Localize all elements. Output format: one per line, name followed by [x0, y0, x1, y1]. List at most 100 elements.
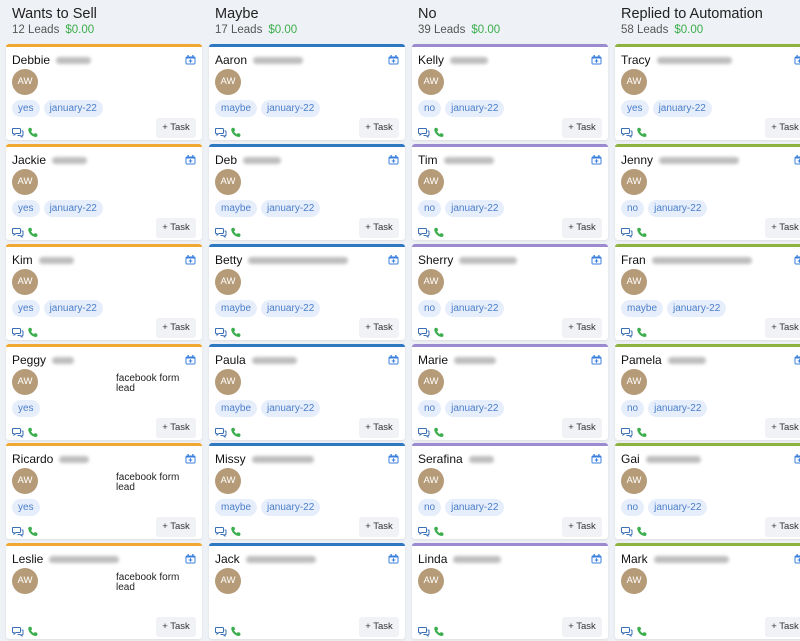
- avatar[interactable]: AW: [418, 169, 444, 195]
- chat-bubbles-icon[interactable]: [418, 227, 430, 238]
- tag-chip[interactable]: no: [418, 300, 441, 317]
- tag-chip[interactable]: yes: [12, 200, 40, 217]
- chat-bubbles-icon[interactable]: [215, 227, 227, 238]
- avatar[interactable]: AW: [418, 269, 444, 295]
- avatar[interactable]: AW: [12, 568, 38, 594]
- avatar[interactable]: AW: [12, 369, 38, 395]
- calendar-plus-icon[interactable]: [185, 155, 196, 165]
- phone-icon[interactable]: [636, 626, 648, 637]
- chat-bubbles-icon[interactable]: [621, 127, 633, 138]
- avatar[interactable]: AW: [215, 269, 241, 295]
- tag-chip[interactable]: yes: [12, 100, 40, 117]
- calendar-plus-icon[interactable]: [388, 155, 399, 165]
- tag-chip[interactable]: january-22: [261, 200, 320, 217]
- add-task-button[interactable]: + Task: [562, 418, 602, 438]
- avatar[interactable]: AW: [215, 169, 241, 195]
- avatar[interactable]: AW: [215, 369, 241, 395]
- calendar-plus-icon[interactable]: [388, 255, 399, 265]
- avatar[interactable]: AW: [621, 69, 647, 95]
- avatar[interactable]: AW: [215, 568, 241, 594]
- phone-icon[interactable]: [230, 327, 242, 338]
- calendar-plus-icon[interactable]: [591, 255, 602, 265]
- tag-chip[interactable]: yes: [621, 100, 649, 117]
- add-task-button[interactable]: + Task: [765, 617, 800, 637]
- tag-chip[interactable]: january-22: [261, 300, 320, 317]
- phone-icon[interactable]: [27, 427, 39, 438]
- tag-chip[interactable]: no: [621, 200, 644, 217]
- calendar-plus-icon[interactable]: [185, 355, 196, 365]
- tag-chip[interactable]: january-22: [445, 400, 504, 417]
- phone-icon[interactable]: [433, 626, 445, 637]
- avatar[interactable]: AW: [12, 69, 38, 95]
- phone-icon[interactable]: [433, 327, 445, 338]
- add-task-button[interactable]: + Task: [156, 418, 196, 438]
- tag-chip[interactable]: no: [621, 499, 644, 516]
- phone-icon[interactable]: [27, 626, 39, 637]
- phone-icon[interactable]: [230, 227, 242, 238]
- add-task-button[interactable]: + Task: [359, 118, 399, 138]
- chat-bubbles-icon[interactable]: [12, 327, 24, 338]
- chat-bubbles-icon[interactable]: [418, 526, 430, 537]
- calendar-plus-icon[interactable]: [794, 255, 800, 265]
- avatar[interactable]: AW: [621, 269, 647, 295]
- phone-icon[interactable]: [433, 227, 445, 238]
- add-task-button[interactable]: + Task: [562, 318, 602, 338]
- phone-icon[interactable]: [636, 327, 648, 338]
- calendar-plus-icon[interactable]: [185, 454, 196, 464]
- chat-bubbles-icon[interactable]: [12, 626, 24, 637]
- phone-icon[interactable]: [433, 526, 445, 537]
- tag-chip[interactable]: january-22: [44, 100, 103, 117]
- add-task-button[interactable]: + Task: [562, 517, 602, 537]
- chat-bubbles-icon[interactable]: [215, 526, 227, 537]
- calendar-plus-icon[interactable]: [591, 355, 602, 365]
- tag-chip[interactable]: january-22: [648, 400, 707, 417]
- add-task-button[interactable]: + Task: [359, 517, 399, 537]
- chat-bubbles-icon[interactable]: [215, 427, 227, 438]
- tag-chip[interactable]: january-22: [261, 100, 320, 117]
- phone-icon[interactable]: [433, 127, 445, 138]
- chat-bubbles-icon[interactable]: [215, 127, 227, 138]
- tag-chip[interactable]: maybe: [215, 100, 257, 117]
- tag-chip[interactable]: maybe: [621, 300, 663, 317]
- chat-bubbles-icon[interactable]: [12, 427, 24, 438]
- tag-chip[interactable]: no: [418, 499, 441, 516]
- calendar-plus-icon[interactable]: [591, 454, 602, 464]
- calendar-plus-icon[interactable]: [388, 55, 399, 65]
- tag-chip[interactable]: january-22: [653, 100, 712, 117]
- avatar[interactable]: AW: [621, 568, 647, 594]
- tag-chip[interactable]: maybe: [215, 200, 257, 217]
- tag-chip[interactable]: yes: [12, 499, 40, 516]
- chat-bubbles-icon[interactable]: [12, 227, 24, 238]
- chat-bubbles-icon[interactable]: [215, 626, 227, 637]
- phone-icon[interactable]: [27, 526, 39, 537]
- calendar-plus-icon[interactable]: [591, 554, 602, 564]
- add-task-button[interactable]: + Task: [359, 418, 399, 438]
- chat-bubbles-icon[interactable]: [12, 526, 24, 537]
- chat-bubbles-icon[interactable]: [215, 327, 227, 338]
- avatar[interactable]: AW: [621, 369, 647, 395]
- phone-icon[interactable]: [230, 626, 242, 637]
- tag-chip[interactable]: january-22: [445, 300, 504, 317]
- avatar[interactable]: AW: [12, 468, 38, 494]
- tag-chip[interactable]: january-22: [44, 200, 103, 217]
- tag-chip[interactable]: january-22: [261, 499, 320, 516]
- tag-chip[interactable]: january-22: [44, 300, 103, 317]
- add-task-button[interactable]: + Task: [359, 318, 399, 338]
- tag-chip[interactable]: january-22: [445, 100, 504, 117]
- tag-chip[interactable]: january-22: [648, 499, 707, 516]
- avatar[interactable]: AW: [418, 568, 444, 594]
- add-task-button[interactable]: + Task: [765, 418, 800, 438]
- phone-icon[interactable]: [27, 127, 39, 138]
